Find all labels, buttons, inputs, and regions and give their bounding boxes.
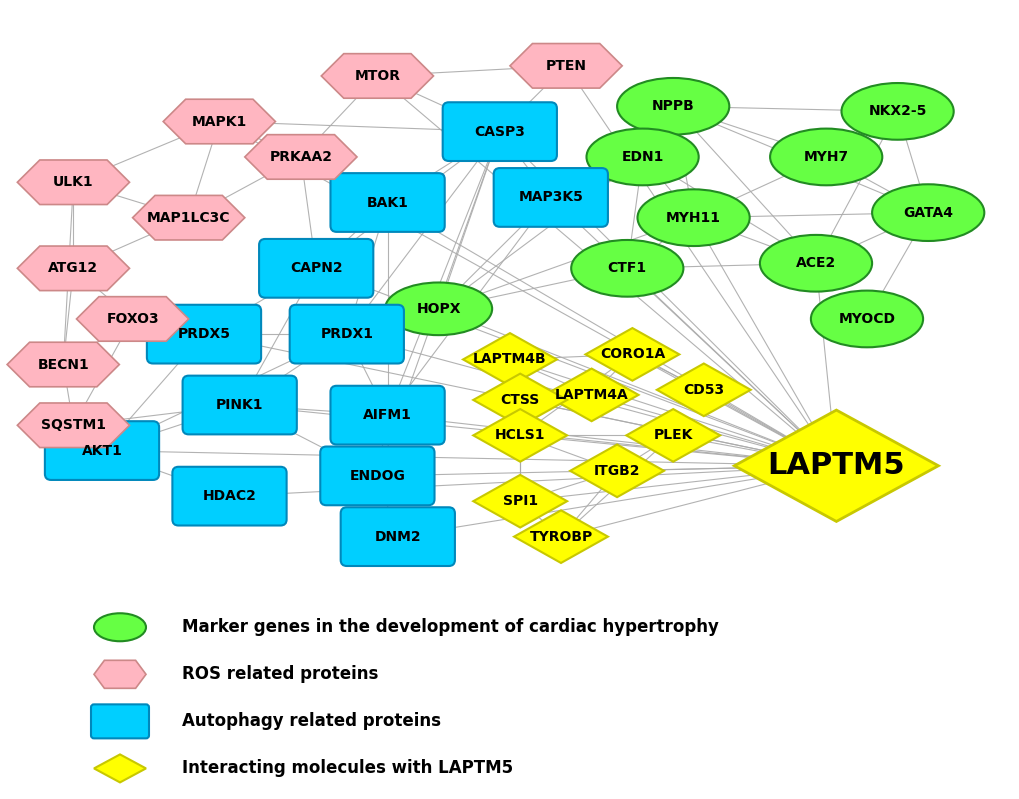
Text: MAPK1: MAPK1 <box>192 114 247 129</box>
Text: HOPX: HOPX <box>416 302 461 316</box>
Text: CD53: CD53 <box>683 383 723 397</box>
FancyBboxPatch shape <box>182 376 297 435</box>
Text: ULK1: ULK1 <box>53 175 94 189</box>
Ellipse shape <box>586 129 698 185</box>
Polygon shape <box>7 342 119 387</box>
Ellipse shape <box>94 614 146 642</box>
Polygon shape <box>76 296 189 341</box>
Text: PTEN: PTEN <box>545 59 586 73</box>
Polygon shape <box>514 511 607 563</box>
Text: MYH11: MYH11 <box>665 211 720 225</box>
Text: ITGB2: ITGB2 <box>593 464 640 478</box>
Text: MYOCD: MYOCD <box>838 312 895 326</box>
Text: PLEK: PLEK <box>653 428 692 443</box>
Text: TYROBP: TYROBP <box>529 530 592 543</box>
Text: Autophagy related proteins: Autophagy related proteins <box>181 713 440 730</box>
Ellipse shape <box>759 235 871 292</box>
Ellipse shape <box>841 83 953 140</box>
FancyBboxPatch shape <box>147 304 261 364</box>
Ellipse shape <box>769 129 881 185</box>
Text: BAK1: BAK1 <box>366 196 409 209</box>
Text: CASP3: CASP3 <box>474 125 525 139</box>
Text: PRDX1: PRDX1 <box>320 327 373 341</box>
Text: ACE2: ACE2 <box>795 256 836 270</box>
Text: GATA4: GATA4 <box>902 205 953 220</box>
FancyBboxPatch shape <box>259 239 373 298</box>
Text: MYH7: MYH7 <box>803 150 848 164</box>
FancyBboxPatch shape <box>340 507 454 566</box>
Text: PRDX5: PRDX5 <box>177 327 230 341</box>
FancyBboxPatch shape <box>330 173 444 232</box>
Text: ENDOG: ENDOG <box>350 469 405 483</box>
Polygon shape <box>17 246 129 291</box>
Polygon shape <box>94 754 146 782</box>
Ellipse shape <box>810 291 922 348</box>
Polygon shape <box>463 333 556 386</box>
Text: LAPTM4B: LAPTM4B <box>473 352 546 367</box>
Text: AKT1: AKT1 <box>82 443 122 458</box>
Polygon shape <box>321 54 433 98</box>
Polygon shape <box>473 475 567 527</box>
Text: HCLS1: HCLS1 <box>494 428 545 443</box>
Polygon shape <box>544 368 638 421</box>
Polygon shape <box>656 364 750 416</box>
Text: CAPN2: CAPN2 <box>289 261 342 276</box>
Text: Marker genes in the development of cardiac hypertrophy: Marker genes in the development of cardi… <box>181 618 717 636</box>
Polygon shape <box>734 410 937 522</box>
Polygon shape <box>94 660 146 688</box>
Text: Interacting molecules with LAPTM5: Interacting molecules with LAPTM5 <box>181 759 513 777</box>
Text: LAPTM5: LAPTM5 <box>767 451 904 480</box>
Text: CTSS: CTSS <box>500 393 539 407</box>
Text: SQSTM1: SQSTM1 <box>41 418 106 432</box>
Polygon shape <box>245 135 357 179</box>
Text: EDN1: EDN1 <box>621 150 663 164</box>
FancyBboxPatch shape <box>320 447 434 505</box>
FancyBboxPatch shape <box>330 386 444 444</box>
Text: NKX2-5: NKX2-5 <box>867 105 926 118</box>
Text: FOXO3: FOXO3 <box>106 312 159 326</box>
Text: ATG12: ATG12 <box>48 261 99 276</box>
FancyBboxPatch shape <box>172 467 286 526</box>
Text: CORO1A: CORO1A <box>599 348 664 361</box>
Ellipse shape <box>637 189 749 246</box>
Polygon shape <box>570 444 663 497</box>
FancyBboxPatch shape <box>289 304 404 364</box>
Text: ROS related proteins: ROS related proteins <box>181 666 378 683</box>
Ellipse shape <box>871 185 983 241</box>
Text: HDAC2: HDAC2 <box>203 489 256 503</box>
FancyBboxPatch shape <box>442 102 556 161</box>
Text: NPPB: NPPB <box>651 99 694 113</box>
Ellipse shape <box>385 283 492 335</box>
Text: BECN1: BECN1 <box>38 357 89 372</box>
Polygon shape <box>17 403 129 447</box>
Text: PRKAA2: PRKAA2 <box>269 150 332 164</box>
Text: MAP1LC3C: MAP1LC3C <box>147 211 230 225</box>
Ellipse shape <box>571 240 683 296</box>
Polygon shape <box>626 409 719 462</box>
Polygon shape <box>510 43 622 88</box>
Text: LAPTM4A: LAPTM4A <box>554 388 628 402</box>
Text: AIFM1: AIFM1 <box>363 408 412 422</box>
Polygon shape <box>585 328 679 380</box>
Text: DNM2: DNM2 <box>374 530 421 543</box>
FancyBboxPatch shape <box>45 421 159 480</box>
Text: PINK1: PINK1 <box>216 398 263 412</box>
Text: CTF1: CTF1 <box>607 261 646 276</box>
Ellipse shape <box>616 78 729 135</box>
Polygon shape <box>473 374 567 427</box>
FancyBboxPatch shape <box>493 168 607 227</box>
Polygon shape <box>132 196 245 240</box>
Polygon shape <box>163 99 275 144</box>
Text: MTOR: MTOR <box>354 69 400 83</box>
Text: SPI1: SPI1 <box>502 495 537 508</box>
Polygon shape <box>473 409 567 462</box>
Polygon shape <box>17 160 129 205</box>
Text: MAP3K5: MAP3K5 <box>518 190 583 205</box>
FancyBboxPatch shape <box>91 705 149 738</box>
